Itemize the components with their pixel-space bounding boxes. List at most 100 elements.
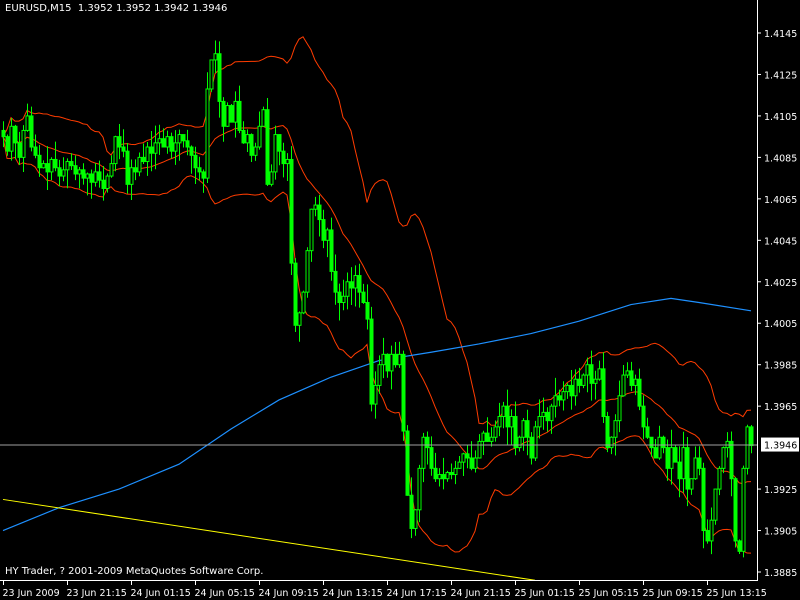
bull-candle-body [585,364,590,376]
bear-candle-body [569,384,574,397]
ohlc-readout: 1.3952 1.3952 1.3942 1.3946 [77,3,228,14]
bear-candle-body [529,436,534,459]
candle [21,125,26,172]
candle [525,409,530,456]
candle [293,258,298,333]
bull-candle-body [309,208,314,252]
candle [669,429,674,485]
candle [373,371,378,419]
candle [501,401,506,429]
bull-candle-body [613,420,618,438]
candle [153,125,158,170]
candle [329,217,334,281]
trendline[interactable] [2,498,536,581]
candle [541,397,546,430]
bull-candle-body [597,368,602,380]
candle [637,368,642,411]
bull-candle-body [177,134,182,144]
candle [101,166,106,201]
price-tick-label: 1.4045 [764,236,797,247]
bear-candle-body [333,270,338,293]
trendline-layer[interactable] [2,498,536,581]
bull-candle-body [593,378,598,384]
candle [549,403,554,434]
bear-candle-body [729,440,734,480]
bear-candle-body [405,430,410,496]
bear-candle-body [665,447,670,469]
candle [633,374,638,396]
candle [509,409,514,445]
bear-candle-body [277,134,282,152]
candle [49,157,54,181]
candle [229,104,234,123]
bull-candle-body [65,161,70,171]
candle [601,352,606,423]
chart-title: EURUSD,M15 1.3952 1.3952 1.3942 1.3946 [5,3,227,14]
bear-candle-body [469,457,474,469]
candle [377,355,382,394]
time-tick-label: 23 Jun 21:15 [67,588,127,599]
candle [177,129,182,161]
candle [237,85,242,134]
bear-candle-body [217,53,222,102]
bear-candle-body [237,100,242,131]
candle [81,163,86,185]
bull-candle-body [137,156,142,173]
bull-candle-body [481,432,486,442]
bull-candle-body [397,353,402,366]
bull-candle-body [313,204,318,210]
candle [197,156,202,181]
bull-candle-body [413,509,418,529]
candle [353,265,358,307]
candle [213,40,218,73]
bull-candle-body [261,109,266,127]
candle [109,155,114,178]
candle [745,424,750,475]
bear-candle-body [661,436,666,449]
candle [341,279,346,311]
candle [421,432,426,483]
bear-candle-body [89,173,94,183]
bear-candle-body [737,540,742,552]
bear-candle-body [429,447,434,469]
time-axis: 23 Jun 2009 23 Jun 21:15 24 Jun 01:15 24 Ju… [3,580,767,599]
candle [645,417,650,439]
bear-candle-body [465,453,470,459]
bear-candle-body [433,467,438,480]
bull-candle-body [657,436,662,459]
time-tick-label: 25 Jun 05:15 [579,588,639,599]
candle [117,123,122,160]
bull-candle-body [501,405,506,418]
price-tick-label: 1.4085 [764,153,797,164]
bear-candle-body [117,136,122,148]
bear-candle-body [385,353,390,372]
candle [437,468,442,487]
bull-candle-body [517,436,522,449]
bear-candle-body [189,146,194,156]
candle [141,143,146,164]
bull-candle-body [173,142,178,152]
candle [741,465,746,558]
price-tick-label: 1.4005 [764,319,797,330]
bear-candle-body [513,416,518,449]
bear-candle-body [281,150,286,165]
candle [145,141,150,176]
bear-candle-body [673,447,678,463]
bull-candle-body [325,229,330,241]
bear-candle-body [409,494,414,529]
bear-candle-body [337,291,342,303]
bull-candle-body [109,163,114,177]
bull-candle-body [381,353,386,366]
bear-candle-body [57,167,62,177]
bull-candle-body [497,416,502,428]
candle [449,463,454,480]
bear-candle-body [221,100,226,127]
price-tick-label: 1.4065 [764,195,797,206]
candle [413,509,418,536]
bull-candle-body [21,129,26,158]
bear-candle-body [193,154,198,169]
bull-candle-body [245,134,250,144]
candle [457,455,462,469]
candle [553,377,558,418]
